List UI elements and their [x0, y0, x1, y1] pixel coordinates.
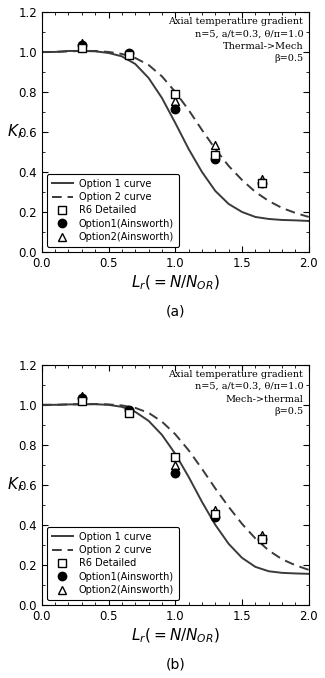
Point	[126, 404, 131, 415]
Point	[173, 89, 178, 100]
X-axis label: $\mathit{L}_r(=N/N_{OR})$: $\mathit{L}_r(=N/N_{OR})$	[131, 274, 220, 292]
Point	[79, 37, 84, 48]
Point	[259, 178, 265, 188]
Text: Axial temperature gradient
n=5, a/t=0.3, θ/π=1.0
Mech->thermal
β=0.5: Axial temperature gradient n=5, a/t=0.3,…	[169, 370, 304, 416]
Point	[79, 393, 84, 403]
Point	[173, 104, 178, 115]
Point	[213, 150, 218, 161]
Point	[126, 407, 131, 418]
Point	[259, 174, 265, 184]
Point	[259, 530, 265, 540]
Point	[173, 460, 178, 471]
Point	[126, 49, 131, 60]
Point	[79, 43, 84, 54]
Text: (b): (b)	[165, 658, 185, 672]
Point	[126, 407, 131, 418]
Point	[213, 511, 218, 522]
Point	[79, 395, 84, 406]
Point	[126, 47, 131, 58]
Point	[79, 39, 84, 50]
Point	[213, 153, 218, 164]
X-axis label: $\mathit{L}_r(=N/N_{OR})$: $\mathit{L}_r(=N/N_{OR})$	[131, 627, 220, 645]
Point	[79, 391, 84, 401]
Point	[173, 96, 178, 106]
Text: (a): (a)	[165, 305, 185, 319]
Y-axis label: $K_r$: $K_r$	[7, 123, 24, 141]
Point	[126, 49, 131, 60]
Legend: Option 1 curve, Option 2 curve, R6 Detailed, Option1(Ainsworth), Option2(Ainswor: Option 1 curve, Option 2 curve, R6 Detai…	[47, 174, 179, 247]
Point	[259, 178, 265, 188]
Point	[213, 508, 218, 519]
Point	[259, 534, 265, 544]
Point	[213, 504, 218, 515]
Point	[213, 140, 218, 151]
Y-axis label: $K_r$: $K_r$	[7, 475, 24, 494]
Text: Axial temperature gradient
n=5, a/t=0.3, θ/π=1.0
Thermal->Mech
β=0.5: Axial temperature gradient n=5, a/t=0.3,…	[169, 17, 304, 63]
Point	[173, 452, 178, 462]
Point	[173, 467, 178, 478]
Point	[259, 534, 265, 544]
Legend: Option 1 curve, Option 2 curve, R6 Detailed, Option1(Ainsworth), Option2(Ainswor: Option 1 curve, Option 2 curve, R6 Detai…	[47, 527, 179, 600]
